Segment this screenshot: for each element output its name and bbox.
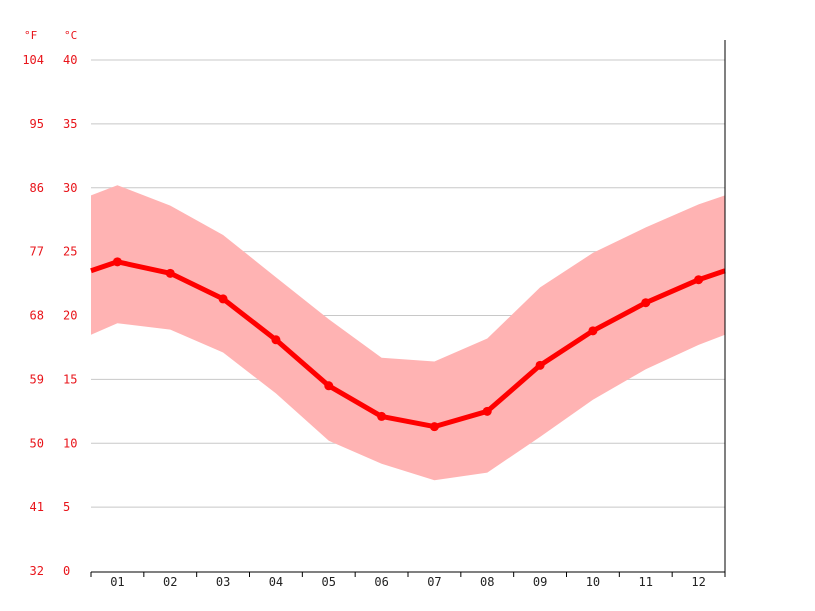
y-tick-label-celsius: 15: [63, 372, 77, 386]
y-tick-label-celsius: 30: [63, 181, 77, 195]
range-band: [91, 185, 725, 481]
temperature-range-band: [91, 185, 725, 481]
mean-temperature-points: [112, 257, 704, 432]
y-tick-label-fahrenheit: 68: [30, 309, 44, 323]
y-tick-label-celsius: 40: [63, 53, 77, 67]
data-point: [429, 422, 439, 432]
x-tick-label: 07: [427, 575, 441, 589]
axes: [90, 40, 726, 577]
x-tick-label: 06: [374, 575, 388, 589]
data-point: [694, 275, 704, 285]
y-tick-label-celsius: 0: [63, 564, 70, 578]
x-tick-label: 11: [639, 575, 653, 589]
data-point: [271, 335, 281, 345]
x-tick-label: 01: [110, 575, 124, 589]
y-tick-label-fahrenheit: 32: [30, 564, 44, 578]
mean-temperature-series: [90, 259, 726, 430]
y-tick-label-celsius: 5: [63, 500, 70, 514]
y-tick-label-fahrenheit: 95: [30, 117, 44, 131]
x-tick-label: 04: [269, 575, 283, 589]
x-tick-label: 05: [322, 575, 336, 589]
y-tick-label-celsius: 20: [63, 309, 77, 323]
data-point: [165, 268, 175, 278]
y-tick-label-celsius: 35: [63, 117, 77, 131]
data-point: [482, 406, 492, 416]
unit-label-fahrenheit: °F: [24, 29, 37, 42]
y-tick-label-fahrenheit: 104: [22, 53, 44, 67]
y-tick-label-fahrenheit: 86: [30, 181, 44, 195]
y-tick-label-fahrenheit: 50: [30, 436, 44, 450]
y-tick-label-celsius: 25: [63, 245, 77, 259]
mean-line: [90, 259, 726, 430]
data-point: [377, 411, 387, 421]
y-tick-label-celsius: 10: [63, 436, 77, 450]
unit-label-celsius: °C: [64, 29, 77, 42]
x-axis-tick-labels: 01 02 03 04 05 06 07 08 09 10 11 12: [110, 575, 706, 589]
data-point: [112, 257, 122, 267]
data-point: [641, 298, 651, 308]
data-point: [324, 381, 334, 391]
y-tick-label-fahrenheit: 41: [30, 500, 44, 514]
x-tick-label: 09: [533, 575, 547, 589]
y-tick-label-fahrenheit: 59: [30, 372, 44, 386]
x-tick-label: 08: [480, 575, 494, 589]
y-axis-tick-labels: 32 0 41 5 50 10 59 15 68 20 77 25 86 30 95 35 104 40: [22, 53, 77, 578]
x-tick-label: 10: [586, 575, 600, 589]
data-point: [218, 294, 228, 304]
x-tick-label: 03: [216, 575, 230, 589]
data-point: [588, 326, 598, 336]
y-tick-label-fahrenheit: 77: [30, 245, 44, 259]
data-point: [535, 360, 545, 370]
x-tick-label: 12: [691, 575, 705, 589]
x-tick-label: 02: [163, 575, 177, 589]
